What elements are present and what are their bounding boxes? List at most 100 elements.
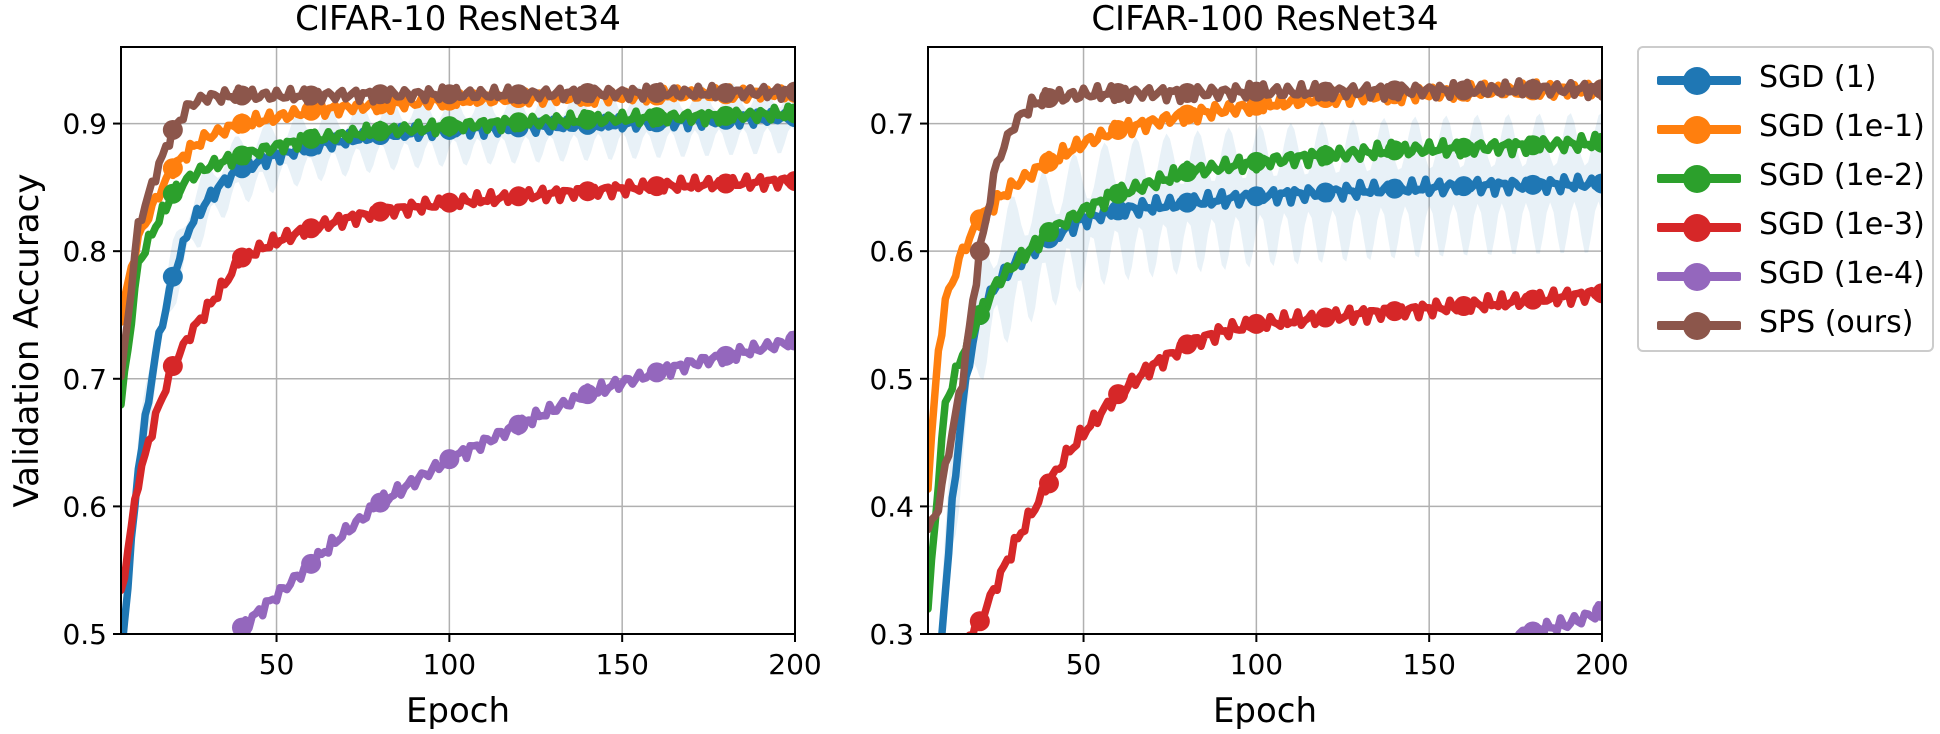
y-tick-label: 0.5 [869,363,914,396]
legend-label: SGD (1e-4) [1759,256,1925,291]
data-point-sgd-1e-3 [1246,313,1267,334]
y-tick-label: 0.8 [62,235,107,268]
data-point-sgd-1e-3 [646,176,667,197]
data-point-sgd-1e-1 [1177,104,1198,125]
data-point-sgd-1e-3 [1592,283,1602,304]
legend-item-sgd-1e-3: SGD (1e-3) [1649,205,1929,245]
data-point-sps-ours [439,84,460,105]
y-tick-label: 0.9 [62,108,107,141]
data-point-sps-ours [1384,80,1405,101]
data-point-sgd-1e-3 [577,181,598,202]
legend: SGD (1) SGD (1e-1) SGD (1e-2) SGD (1e-3)… [1637,46,1934,352]
data-point-sgd-1e-3 [301,218,322,239]
legend-item-sgd-1e-4: SGD (1e-4) [1649,254,1929,294]
data-point-sgd-1e-2 [508,112,529,133]
series-line-sgd-1e-3 [965,286,1602,634]
data-point-sps-ours [162,119,183,140]
data-point-sgd-1e-1 [1038,151,1059,172]
data-point-sgd-1 [1522,174,1543,195]
x-tick-label: 50 [1066,648,1102,681]
axes-frame [927,46,1603,635]
x-tick-label: 200 [768,648,821,681]
legend-marker [1683,116,1711,144]
data-point-sps-ours [715,82,736,103]
data-point-sgd-1e-3 [231,247,252,268]
y-tick-label: 0.7 [62,363,107,396]
data-point-sps-ours [301,85,322,106]
data-point-sgd-1 [1177,192,1198,213]
data-point-sgd-1e-3 [508,186,529,207]
data-point-sgd-1e-1 [162,158,183,179]
legend-item-sgd-1e-1: SGD (1e-1) [1649,107,1929,147]
data-point-sgd-1 [1592,173,1602,194]
data-point-sgd-1e-3 [1038,473,1059,494]
data-point-sgd-1e-3 [162,356,183,377]
axes-frame [120,46,796,635]
data-point-sgd-1e-4 [715,345,736,366]
data-point-sgd-1e-1 [1108,119,1129,140]
legend-item-sgd-1e-2: SGD (1e-2) [1649,156,1929,196]
data-point-sgd-1e-2 [1384,140,1405,161]
data-point-sgd-1e-2 [231,145,252,166]
data-point-sps-ours [1522,79,1543,100]
data-point-sgd-1e-4 [577,384,598,405]
confidence-band-sgd-1 [121,80,795,634]
data-point-sgd-1e-2 [439,116,460,137]
chart-title: CIFAR-100 ResNet34 [1091,0,1438,39]
data-point-sgd-1 [162,266,183,287]
series-line-sgd-1e-4 [233,330,795,634]
data-point-sps-ours [1246,81,1267,102]
y-axis-label: Validation Accuracy [7,174,47,508]
data-point-sgd-1e-2 [1038,222,1059,243]
data-point-sgd-1 [1108,200,1129,221]
data-point-sgd-1 [1246,186,1267,207]
data-point-sgd-1e-1 [301,100,322,121]
data-point-sgd-1 [1384,178,1405,199]
legend-label: SGD (1e-1) [1759,109,1925,144]
legend-label: SGD (1) [1759,60,1877,95]
chart-cifar100: 50 100 150 200 0.3 0.4 0.5 0.6 0.7 CIFAR-100 ResN… [869,0,1628,731]
legend-marker [1683,263,1711,291]
data-point-sgd-1e-2 [162,183,183,204]
data-point-sgd-1e-4 [508,414,529,435]
data-point-sgd-1e-3 [439,192,460,213]
data-point-sgd-1e-3 [1384,301,1405,322]
legend-item-sgd-1: SGD (1) [1649,58,1929,98]
data-point-sgd-1e-2 [577,109,598,130]
data-point-sps-ours [1315,81,1336,102]
x-tick-label: 100 [1230,648,1283,681]
x-axis-label: Epoch [1213,691,1317,731]
data-point-sps-ours [370,84,391,105]
data-point-sgd-1e-1 [1246,95,1267,116]
y-tick-label: 0.6 [869,235,914,268]
series-line-sgd-1e-3 [121,172,795,595]
data-point-sgd-1e-2 [301,128,322,149]
data-point-sgd-1e-2 [1246,151,1267,172]
data-point-sgd-1e-2 [1315,145,1336,166]
data-point-sgd-1e-4 [231,617,252,634]
data-point-sps-ours [1453,80,1474,101]
data-point-sgd-1 [1315,182,1336,203]
data-point-sgd-1e-2 [1453,137,1474,158]
data-point-sgd-1e-2 [1177,162,1198,183]
data-point-sgd-1e-2 [1592,132,1602,153]
x-tick-label: 50 [259,648,295,681]
data-point-sgd-1e-4 [1522,621,1543,634]
data-point-sgd-1e-2 [370,121,391,142]
data-point-sps-ours [969,241,990,262]
data-point-sps-ours [1038,88,1059,109]
data-point-sgd-1 [1453,176,1474,197]
data-point-sgd-1e-2 [1522,135,1543,156]
confidence-band-sgd-1 [941,112,1602,634]
data-point-sgd-1e-2 [646,107,667,128]
data-point-sgd-1e-3 [785,170,795,191]
legend-label: SGD (1e-2) [1759,158,1925,193]
data-point-sgd-1e-3 [969,611,990,632]
plot-area [928,77,1602,634]
legend-item-sps-ours: SPS (ours) [1649,303,1929,343]
legend-label: SGD (1e-3) [1759,207,1925,242]
x-tick-label: 200 [1575,648,1628,681]
data-point-sgd-1e-2 [715,105,736,126]
x-tick-label: 150 [1402,648,1455,681]
data-point-sgd-1e-1 [231,113,252,134]
